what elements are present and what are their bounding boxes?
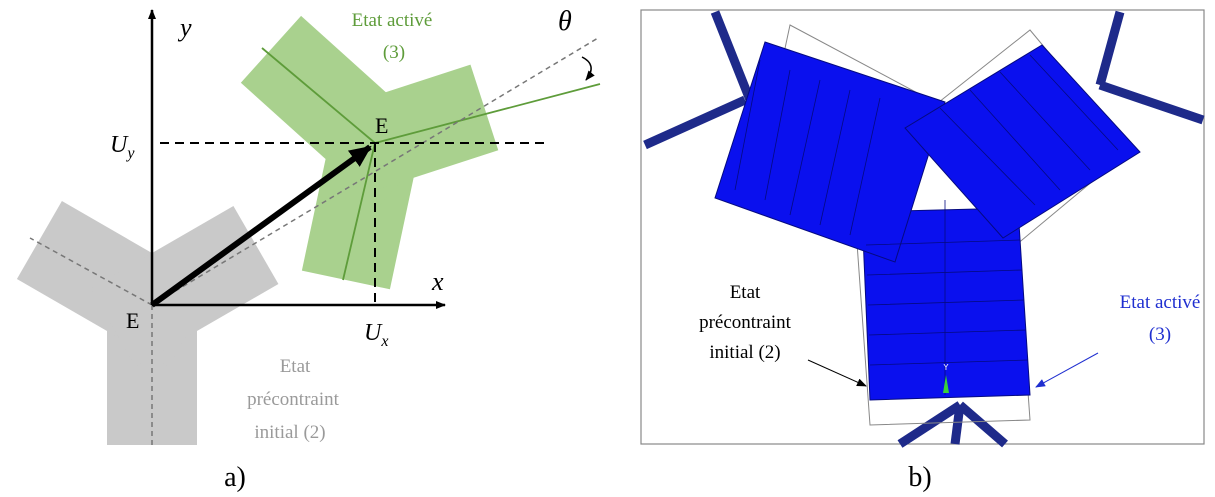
panel-b: Y Etat précontraint initial (2) Etat act… xyxy=(641,10,1204,493)
ux-sub: x xyxy=(380,333,388,350)
initial-label: précontraint xyxy=(699,312,792,333)
activated-label: (3) xyxy=(1149,324,1171,345)
activated-label: (3) xyxy=(383,42,405,63)
figure: y x θ E E Uy Ux Etat activé (3) Etat pré… xyxy=(0,0,1215,497)
uy-main: U xyxy=(110,132,129,158)
activated-label: Etat activé xyxy=(352,10,433,31)
initial-shape xyxy=(17,201,279,445)
point-label: E xyxy=(126,308,139,333)
axis-marker: Y xyxy=(943,363,949,372)
panel-a: y x θ E E Uy Ux Etat activé (3) Etat pré… xyxy=(17,6,600,493)
caption: a) xyxy=(224,462,246,493)
axis-label: y xyxy=(177,13,192,42)
angle-label: θ xyxy=(558,6,572,37)
ux-label: Ux xyxy=(364,320,388,350)
uy-sub: y xyxy=(125,145,135,162)
activated-shape xyxy=(241,16,498,289)
point-label: E xyxy=(375,113,388,138)
axis-label: x xyxy=(431,267,444,296)
ux-main: U xyxy=(364,320,383,346)
activated-label: Etat activé xyxy=(1120,292,1201,313)
initial-label: initial (2) xyxy=(254,422,325,443)
initial-label: Etat xyxy=(280,356,311,377)
initial-label: initial (2) xyxy=(709,342,780,363)
initial-label: précontraint xyxy=(247,389,340,410)
uy-label: Uy xyxy=(110,132,135,162)
caption: b) xyxy=(908,462,931,493)
initial-label: Etat xyxy=(730,282,761,303)
